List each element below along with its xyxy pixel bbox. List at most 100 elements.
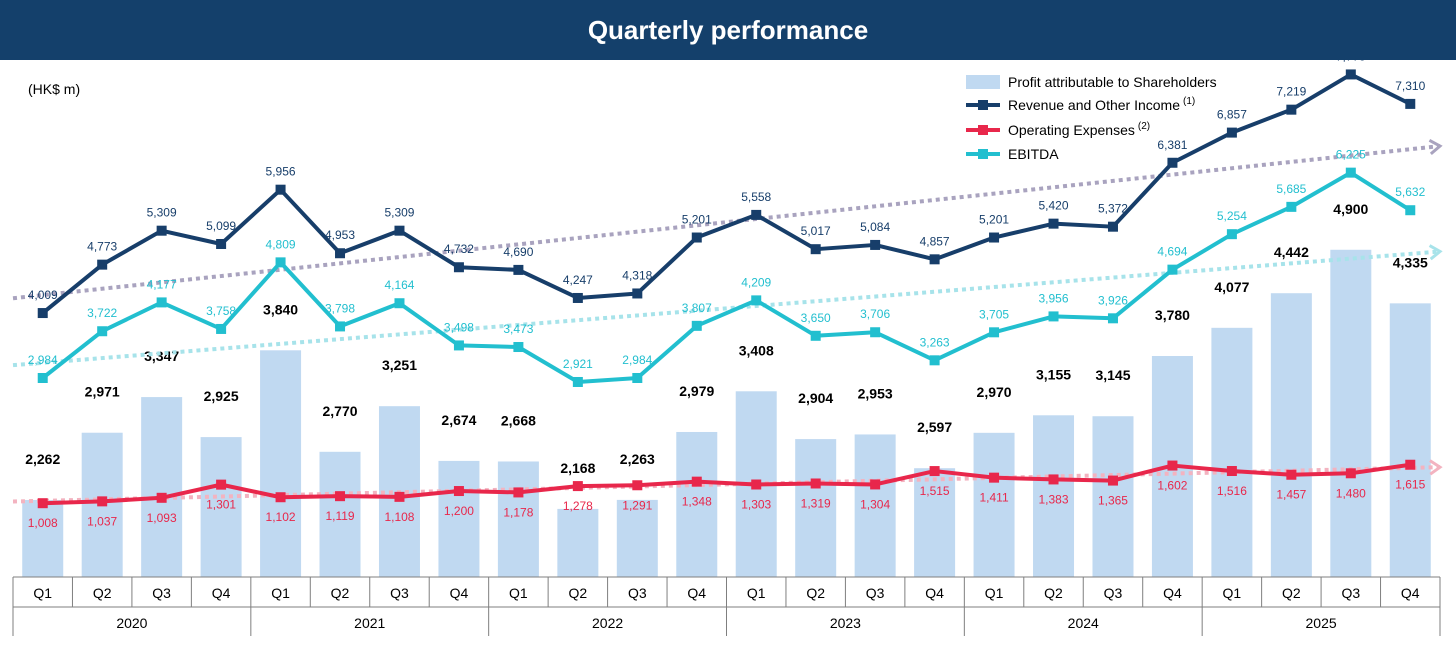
series-data-label: 5,632 <box>1395 185 1425 199</box>
profit-bar <box>854 434 896 577</box>
profit-bar <box>973 432 1015 577</box>
profit-bar-label: 2,979 <box>679 383 714 399</box>
series-marker <box>1405 98 1416 109</box>
profit-bar-label: 3,780 <box>1155 307 1190 323</box>
quarterly-performance-chart: (HK$ m) 2,262 2,971 3,347 2,925 3,840 2,770 3,… <box>12 60 1443 636</box>
profit-bar <box>914 468 956 577</box>
series-data-label: 4,318 <box>622 268 652 282</box>
series-data-label: 4,732 <box>444 242 474 256</box>
profit-bar <box>200 437 242 577</box>
quarter-tick-label: Q3 <box>390 585 409 601</box>
profit-bar-label: 2,970 <box>977 384 1012 400</box>
series-marker <box>989 232 1000 243</box>
profit-bar <box>497 461 539 577</box>
series-marker <box>1226 127 1237 138</box>
profit-bar-label: 3,251 <box>382 357 417 373</box>
trendline <box>12 249 1441 368</box>
profit-bar-label: 2,971 <box>85 384 120 400</box>
quarter-tick-label: Q3 <box>152 585 171 601</box>
series-marker <box>513 342 524 353</box>
series-marker <box>1345 167 1356 178</box>
series-data-label: 4,209 <box>741 275 771 289</box>
series-data-label: 6,381 <box>1157 138 1187 152</box>
quarter-tick-label: Q4 <box>450 585 469 601</box>
series-data-label: 5,084 <box>860 220 890 234</box>
series-marker <box>513 264 524 275</box>
series-marker <box>1286 469 1297 480</box>
series-marker <box>870 239 881 250</box>
series-data-label: 3,807 <box>682 301 712 315</box>
series-data-label: 3,706 <box>860 307 890 321</box>
series-marker <box>37 308 48 319</box>
profit-bar <box>260 350 302 577</box>
series-marker <box>1345 69 1356 80</box>
series-marker <box>1107 221 1118 232</box>
profit-bar-label: 3,408 <box>739 342 774 358</box>
series-data-label: 5,254 <box>1217 209 1247 223</box>
series-line <box>41 170 1412 384</box>
series-data-label: 7,775 <box>1336 60 1366 63</box>
profit-bar-label: 3,145 <box>1095 367 1130 383</box>
series-marker <box>216 238 227 249</box>
series-data-label: 1,602 <box>1157 479 1187 493</box>
series-marker <box>1167 264 1178 275</box>
series-marker <box>810 330 821 341</box>
profit-bar-label: 2,904 <box>798 390 833 406</box>
series-marker <box>275 492 286 503</box>
profit-bar <box>1092 416 1134 577</box>
series-marker <box>632 288 643 299</box>
series-marker <box>1405 205 1416 216</box>
legend-swatch-bar <box>966 75 1000 89</box>
series-marker <box>1226 229 1237 240</box>
profit-bar <box>795 439 837 577</box>
series-marker <box>632 372 643 383</box>
series-marker <box>156 492 167 503</box>
series-marker <box>929 355 940 366</box>
series-marker <box>1286 201 1297 212</box>
quarter-tick-label: Q1 <box>747 585 766 601</box>
trendline-arrow <box>1428 139 1443 155</box>
series-data-label: 1,093 <box>147 511 177 525</box>
series-data-label: 3,798 <box>325 301 355 315</box>
profit-bar-label: 2,668 <box>501 412 536 428</box>
series-data-label: 2,984 <box>622 353 652 367</box>
series-marker <box>335 248 346 259</box>
trendline-arrow <box>1429 459 1443 476</box>
year-tick-label: 2022 <box>592 615 623 631</box>
quarter-tick-label: Q3 <box>1341 585 1360 601</box>
series-marker <box>394 491 405 502</box>
series-data-label: 1,303 <box>741 498 771 512</box>
quarter-tick-label: Q2 <box>569 585 588 601</box>
series-marker <box>156 297 167 308</box>
series-marker <box>37 498 48 509</box>
profit-bar-label: 4,900 <box>1333 201 1368 217</box>
profit-bar <box>22 499 64 577</box>
quarter-tick-label: Q2 <box>331 585 350 601</box>
profit-bar-label: 4,077 <box>1214 279 1249 295</box>
quarter-tick-label: Q1 <box>271 585 290 601</box>
year-tick-label: 2021 <box>354 615 385 631</box>
legend-entry: Operating Expenses (2) <box>1008 121 1150 138</box>
series-data-label: 4,773 <box>87 240 117 254</box>
series-marker <box>870 327 881 338</box>
series-marker <box>37 372 48 383</box>
series-marker <box>97 496 108 507</box>
quarter-tick-label: Q4 <box>212 585 231 601</box>
profit-bar <box>1211 327 1253 577</box>
series-line <box>42 462 1411 506</box>
profit-bar-label: 2,262 <box>25 451 60 467</box>
quarter-tick-label: Q1 <box>1223 585 1242 601</box>
series-marker <box>1107 475 1118 486</box>
quarter-tick-label: Q3 <box>1104 585 1123 601</box>
series-marker <box>394 298 405 309</box>
series-marker <box>1167 157 1178 168</box>
series-data-label: 1,200 <box>444 504 474 518</box>
series-marker <box>751 479 762 490</box>
series-data-label: 2,984 <box>28 353 58 367</box>
quarter-tick-label: Q4 <box>1163 585 1182 601</box>
series-marker <box>1048 311 1059 322</box>
series-data-label: 1,348 <box>682 495 712 509</box>
legend-swatch-marker <box>978 125 988 135</box>
series-marker <box>216 323 227 334</box>
series-marker <box>1345 468 1356 479</box>
